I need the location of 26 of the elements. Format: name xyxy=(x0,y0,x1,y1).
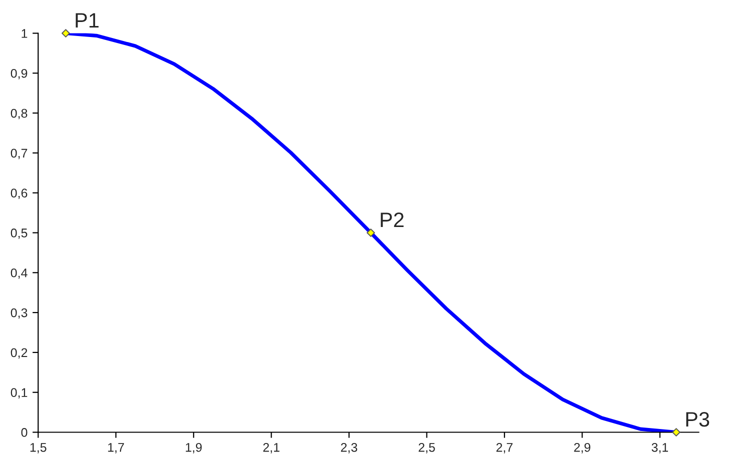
y-tick-label: 0,4 xyxy=(10,268,28,279)
y-tick-label: 0 xyxy=(21,428,28,437)
point xyxy=(672,428,680,436)
annotation: P1 xyxy=(76,13,99,28)
point xyxy=(62,29,70,38)
x-tick-label: 1,5 xyxy=(30,443,46,454)
y-tick-label: 0,7 xyxy=(10,148,28,160)
x-tick-label: 3,1 xyxy=(652,442,668,454)
y-tick-label: 1 xyxy=(22,29,28,38)
x-tick-label: 1,9 xyxy=(186,442,202,454)
x-tick-label: 2,3 xyxy=(340,442,358,454)
x-tick-label: 2,9 xyxy=(574,442,590,454)
y-tick-label: 0,2 xyxy=(10,348,28,359)
annotation: P2 xyxy=(380,212,404,228)
y-tick-label: 0,3 xyxy=(10,308,28,319)
x-tick-label: 2,1 xyxy=(263,442,280,454)
y-tick-label: 0,6 xyxy=(10,188,28,199)
y-tick-label: 0,5 xyxy=(10,228,28,239)
annotation: P3 xyxy=(686,412,710,427)
y-tick-label: 0,1 xyxy=(10,388,28,398)
x-tick-label: 1,7 xyxy=(108,443,124,454)
point xyxy=(366,228,375,237)
y-tick-label: 0,8 xyxy=(10,108,28,120)
x-tick-label: 2,7 xyxy=(496,442,513,454)
y-tick-label: 0,9 xyxy=(10,68,28,80)
x-tick-label: 2,5 xyxy=(418,442,435,454)
